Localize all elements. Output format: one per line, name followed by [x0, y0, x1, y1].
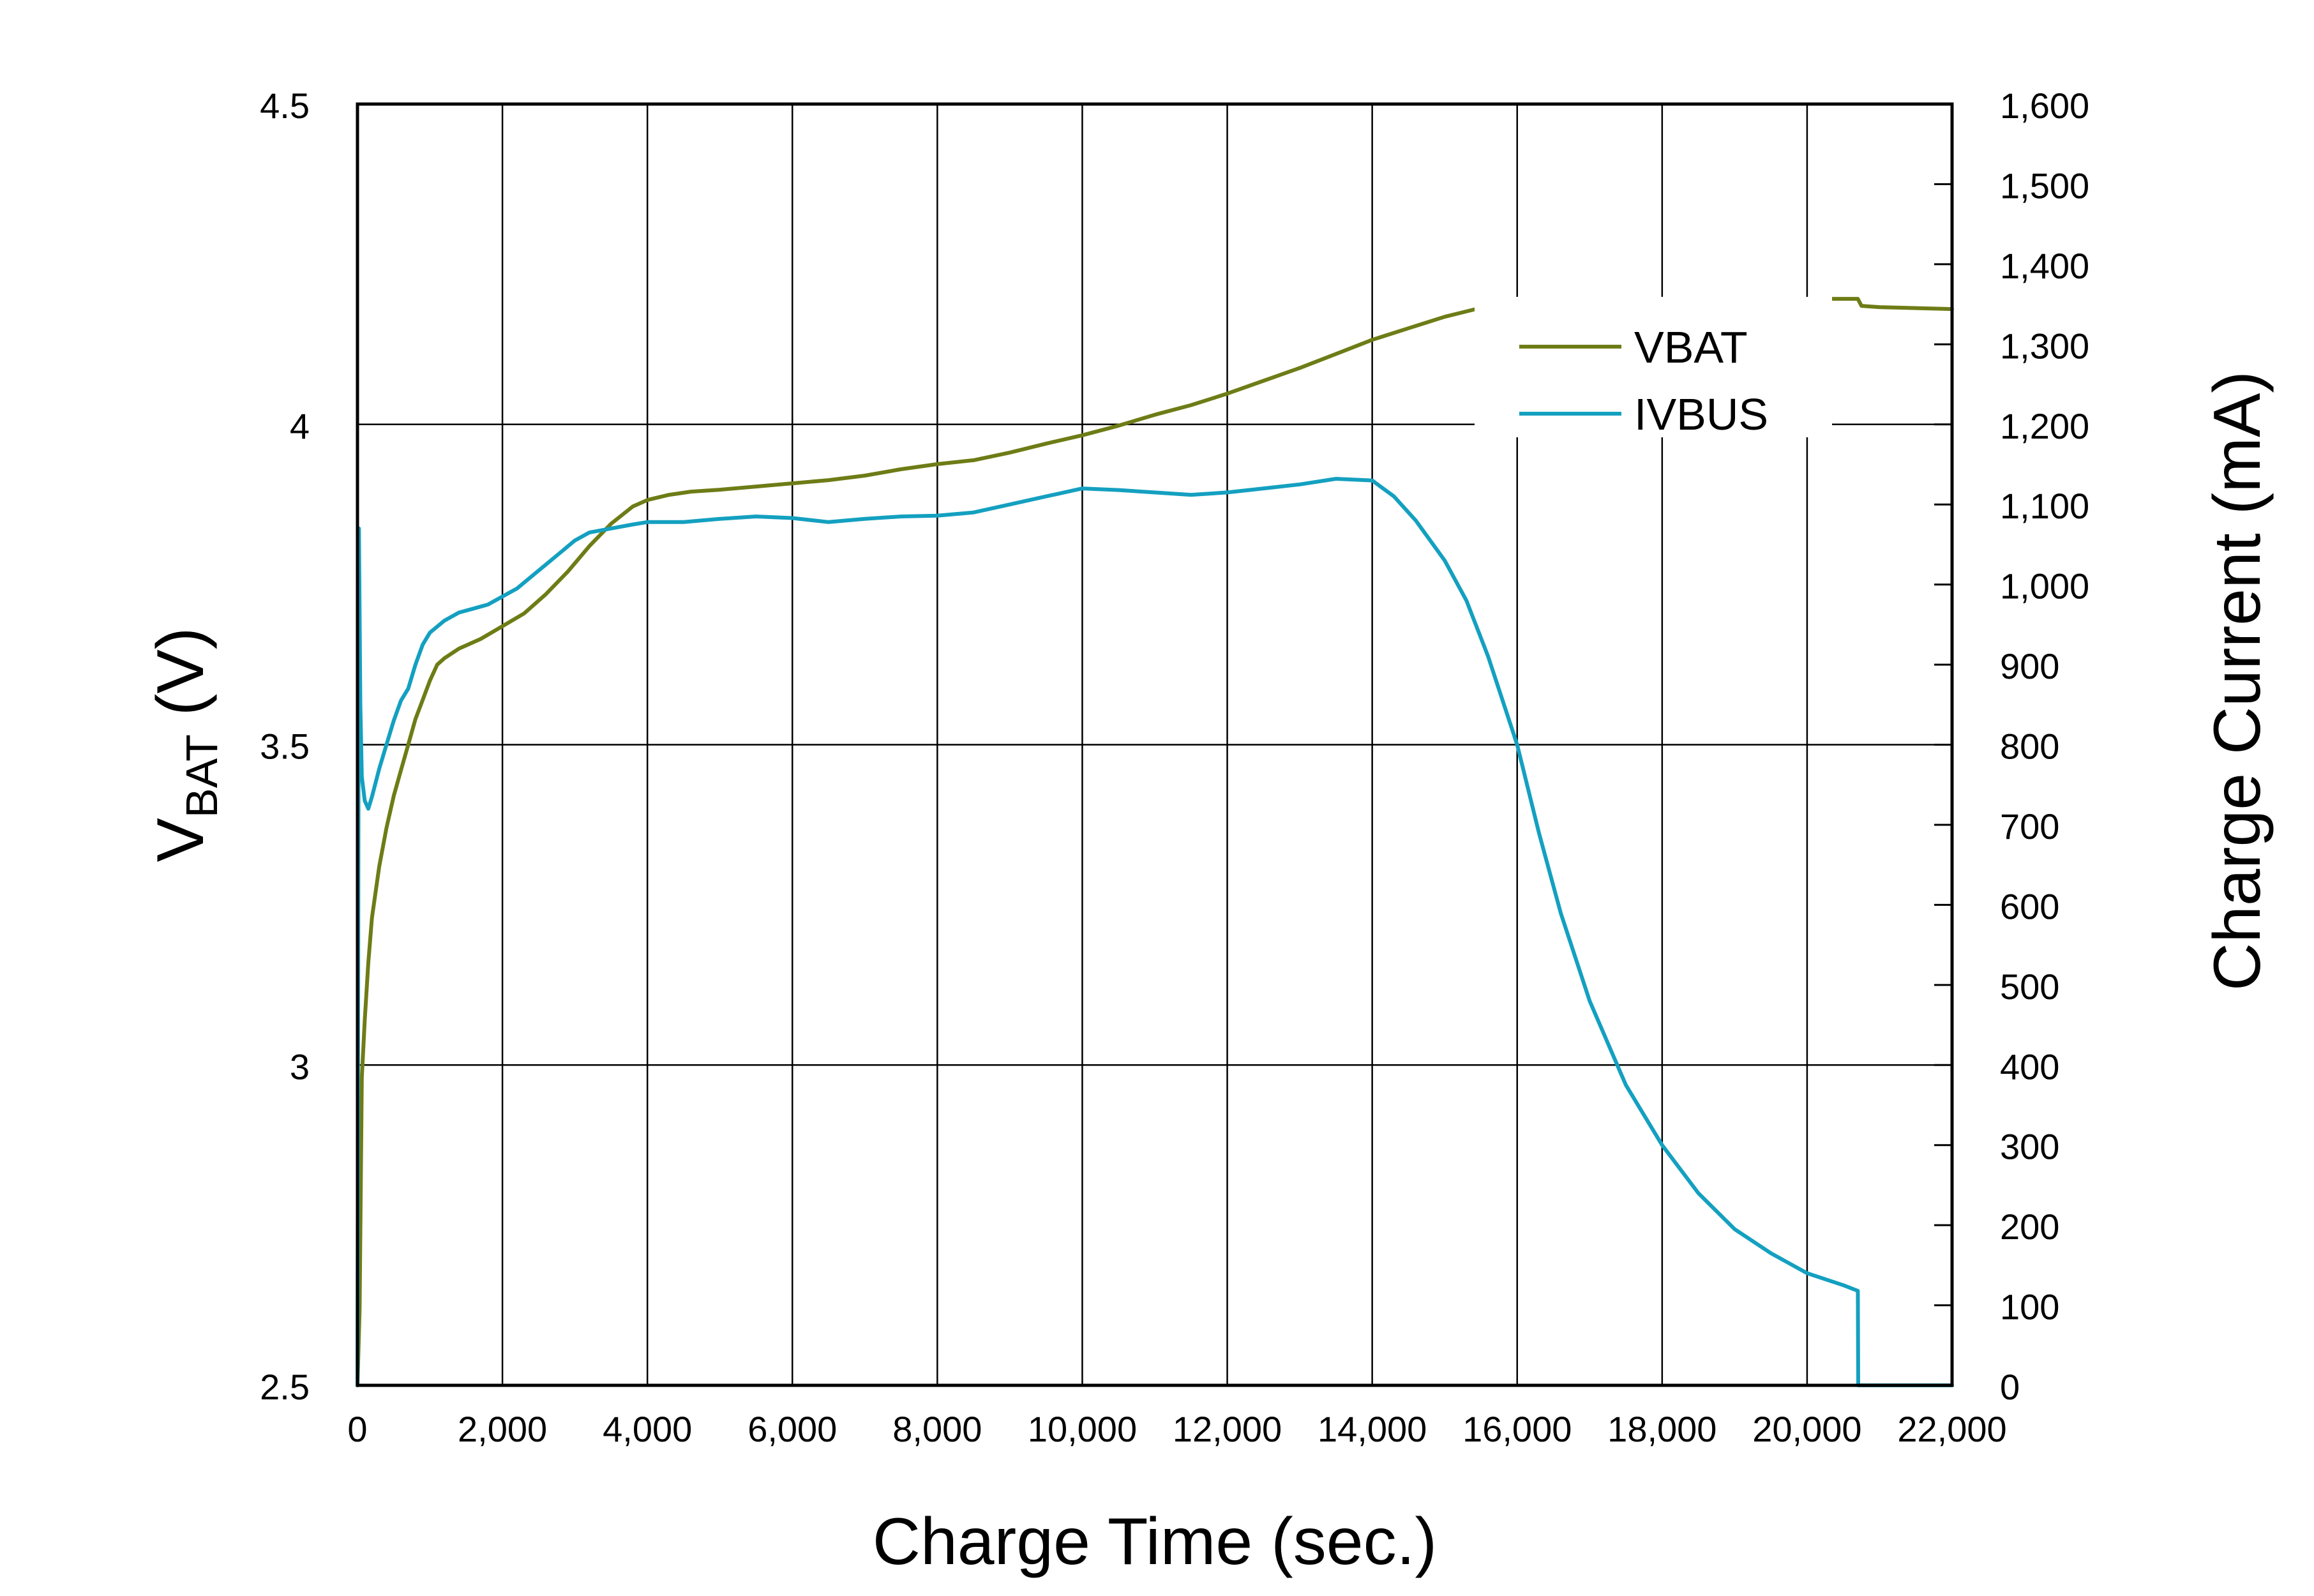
- x-tick-label: 22,000: [1897, 1409, 2006, 1449]
- y-right-tick-label: 1,000: [2000, 566, 2089, 606]
- y-right-tick-label: 0: [2000, 1367, 2020, 1407]
- y-left-tick-label: 2.5: [260, 1367, 310, 1407]
- x-tick-label: 2,000: [458, 1409, 547, 1449]
- y-right-tick-label: 100: [2000, 1287, 2059, 1327]
- y-right-tick-label: 600: [2000, 886, 2059, 926]
- y-right-tick-label: 1,600: [2000, 86, 2089, 126]
- y-left-tick-label: 4: [290, 406, 310, 446]
- y-right-tick-label: 1,400: [2000, 246, 2089, 286]
- y-left-title-subscript: BAT: [177, 734, 227, 818]
- y-right-axis-title: Charge Current (mA): [2200, 371, 2274, 991]
- y-left-title-unit: (V): [144, 628, 218, 735]
- x-tick-label: 20,000: [1752, 1409, 1861, 1449]
- x-tick-label: 8,000: [892, 1409, 982, 1449]
- y-right-tick-label: 1,500: [2000, 165, 2089, 206]
- x-tick-label: 6,000: [748, 1409, 837, 1449]
- x-tick-label: 10,000: [1028, 1409, 1137, 1449]
- y-right-tick-label: 200: [2000, 1207, 2059, 1247]
- y-right-tick-label: 400: [2000, 1046, 2059, 1087]
- y-left-tick-label: 3.5: [260, 726, 310, 767]
- y-right-tick-label: 1,100: [2000, 486, 2089, 526]
- y-left-tick-label: 4.5: [260, 86, 310, 126]
- y-right-tick-label: 700: [2000, 806, 2059, 847]
- legend-label-ivbus: IVBUS: [1634, 389, 1768, 439]
- y-right-tick-label: 1,300: [2000, 326, 2089, 366]
- x-tick-label: 16,000: [1462, 1409, 1572, 1449]
- tick-layer: 0 2,000 4,000 6,000 8,000 10,000 12,000 14,000 1…: [260, 86, 2089, 1449]
- y-right-tick-label: 900: [2000, 646, 2059, 686]
- y-right-tick-label: 1,200: [2000, 406, 2089, 446]
- x-tick-label: 12,000: [1173, 1409, 1282, 1449]
- y-right-tick-label: 500: [2000, 967, 2059, 1007]
- x-tick-label: 18,000: [1607, 1409, 1717, 1449]
- y-right-tick-label: 800: [2000, 726, 2059, 767]
- y-right-tick-label: 300: [2000, 1127, 2059, 1167]
- y-left-tick-label: 3: [290, 1046, 310, 1087]
- x-axis-title: Charge Time (sec.): [873, 1505, 1437, 1579]
- series-line-ivbus: [356, 477, 1954, 1387]
- x-tick-label: 0: [347, 1409, 367, 1449]
- x-tick-label: 14,000: [1318, 1409, 1427, 1449]
- x-tick-label: 4,000: [603, 1409, 692, 1449]
- y-left-title-main: V: [144, 818, 218, 862]
- legend-label-vbat: VBAT: [1634, 322, 1748, 372]
- legend: VBAT IVBUS: [1475, 297, 1832, 439]
- y-left-axis-title: VBAT (V): [144, 628, 227, 862]
